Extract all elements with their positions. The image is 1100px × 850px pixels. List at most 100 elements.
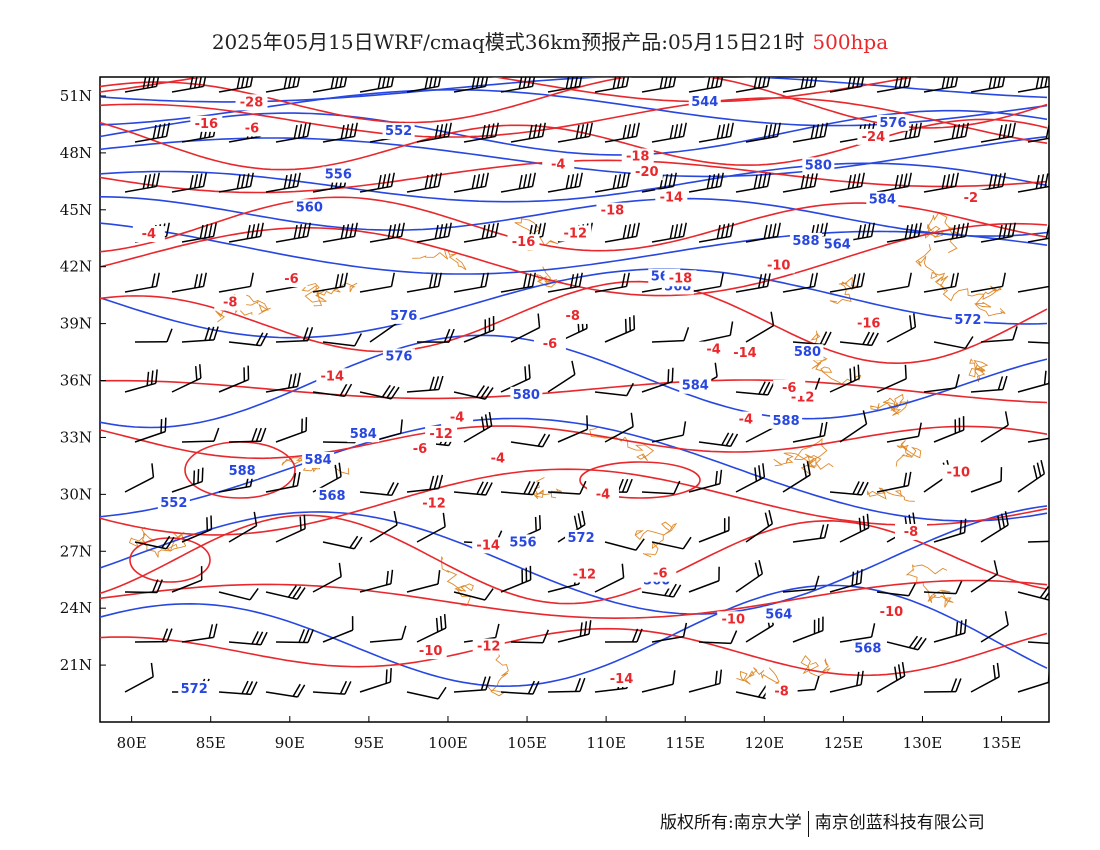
temperature-label: -20: [635, 165, 659, 180]
height-contour: [100, 417, 1048, 522]
temperature-label: -6: [543, 337, 557, 352]
wind-barb: [933, 222, 969, 243]
temperature-label-bg: [857, 128, 890, 145]
wind-barb: [406, 570, 441, 593]
wind-barb: [735, 381, 775, 396]
height-label-bg: [322, 166, 355, 183]
border-line: [968, 358, 989, 383]
wind-barb: [312, 77, 348, 93]
wind-barb: [980, 326, 1018, 343]
border-line: [532, 477, 562, 499]
height-label-bg: [347, 426, 380, 443]
height-label: 588: [773, 414, 800, 429]
temperature-label: -28: [240, 95, 264, 110]
wind-barb: [453, 481, 493, 496]
x-tick-label: 120E: [745, 734, 785, 752]
wind-barb: [171, 467, 204, 493]
wind-barb: [369, 510, 398, 543]
wind-barb: [923, 77, 959, 93]
temperature-label-bg: [559, 225, 592, 242]
wind-barb: [218, 77, 254, 93]
y-tick-label: 24N: [60, 599, 92, 617]
wind-barb: [275, 629, 314, 644]
border-line: [589, 426, 655, 462]
height-label: 560: [296, 200, 323, 215]
wind-barb: [604, 222, 640, 243]
wind-barb: [547, 677, 586, 693]
wind-barb: [933, 336, 974, 350]
temperature-label-bg: [586, 486, 619, 503]
wind-barb: [792, 421, 828, 443]
temperature-label: -14: [610, 672, 634, 687]
wind-barb: [651, 327, 690, 343]
wind-barb: [228, 427, 267, 443]
wind-barb: [923, 678, 962, 693]
height-label: 584: [682, 379, 709, 394]
temperature-label-bg: [414, 643, 447, 660]
temperature-label-bg: [644, 565, 677, 582]
wind-barb: [547, 272, 583, 293]
wind-barb: [876, 77, 912, 93]
height-label-bg: [293, 199, 326, 216]
wind-barb: [406, 172, 442, 193]
temperature-closed-contour: [129, 537, 211, 583]
wind-barb: [322, 616, 354, 643]
wind-barb: [1017, 370, 1049, 393]
wind-barb: [782, 461, 811, 493]
wind-barb: [181, 427, 220, 443]
wind-barb: [453, 588, 494, 601]
wind-barb: [416, 512, 446, 543]
temperature-label-bg: [875, 603, 908, 620]
height-label-bg: [387, 307, 420, 324]
wind-barb: [500, 77, 536, 93]
height-label-bg: [802, 157, 835, 174]
temperature-label-bg: [942, 464, 975, 481]
temperature-contour: [100, 425, 1048, 460]
wind-barb: [463, 122, 499, 143]
wind-barb: [980, 411, 1009, 443]
height-contour: [100, 334, 1048, 429]
wind-barb: [547, 480, 587, 495]
temperature-label: -14: [321, 369, 345, 384]
height-label: 576: [385, 350, 412, 365]
temperature-label: -4: [739, 413, 753, 428]
y-tick-label: 39N: [60, 315, 92, 333]
height-label: 588: [792, 234, 819, 249]
wind-barb: [594, 77, 630, 93]
border-line: [867, 487, 915, 502]
temperature-label-bg: [214, 294, 247, 311]
temperature-label-bg: [655, 189, 688, 206]
wind-barb: [970, 375, 1008, 393]
wind-barb: [688, 272, 724, 293]
height-label-bg: [866, 191, 899, 208]
temperature-contour: [100, 579, 1048, 620]
wind-barb: [839, 222, 875, 243]
temperature-label: -12: [573, 567, 597, 582]
temperature-label-bg: [316, 368, 349, 385]
wind-barb: [839, 623, 876, 643]
height-label-bg: [821, 236, 854, 253]
wind-barb: [416, 222, 452, 243]
wind-barb: [735, 463, 766, 493]
temperature-label: -4: [596, 487, 610, 502]
wind-barb: [651, 536, 692, 550]
temperature-label-bg: [404, 441, 437, 458]
wind-barb: [876, 364, 907, 393]
wind-barb: [312, 680, 352, 695]
wind-barb: [735, 272, 771, 293]
height-label-bg: [178, 681, 211, 698]
temperature-label: -8: [774, 685, 788, 700]
wind-barb: [688, 469, 723, 493]
wind-barb: [275, 122, 311, 143]
height-label-bg: [382, 123, 415, 140]
wind-barb: [510, 313, 541, 343]
wind-barb: [369, 222, 405, 243]
wind-barb: [463, 316, 495, 343]
wind-barb: [359, 569, 394, 593]
temperature-label: -4: [551, 158, 565, 173]
temperature-contour: [100, 514, 1048, 605]
title-main: 2025年05月15日WRF/cmaq模式36km预报产品:05月15日21时: [211, 30, 805, 54]
wind-barb: [829, 569, 863, 593]
temperature-label: -4: [706, 343, 720, 358]
height-contour: [100, 505, 1048, 615]
